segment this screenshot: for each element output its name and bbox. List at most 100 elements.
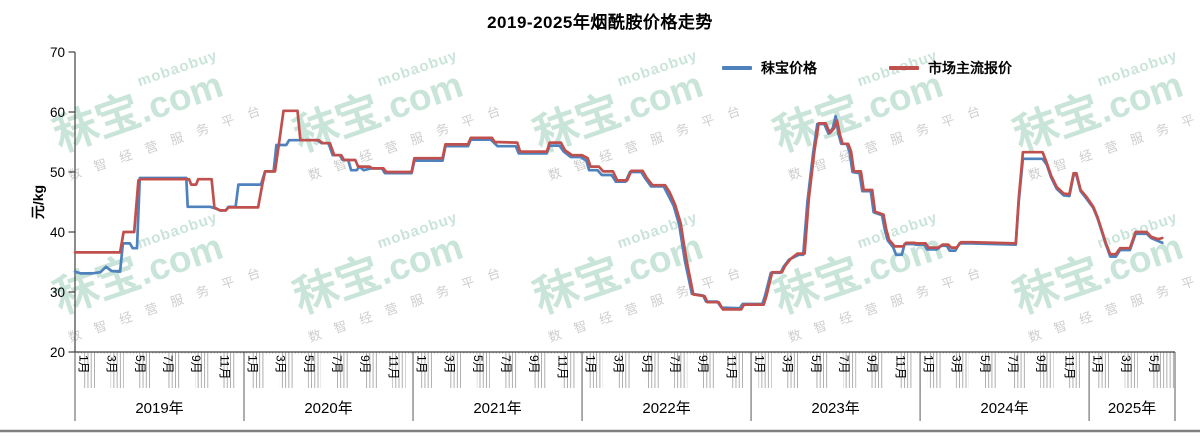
month-tick-label: 11月 bbox=[386, 355, 400, 379]
month-label-mask bbox=[1109, 353, 1125, 392]
month-tick-label: 1月 bbox=[77, 355, 91, 374]
month-label-mask bbox=[208, 353, 224, 392]
month-tick-label: 9月 bbox=[527, 355, 541, 374]
month-tick-label: 3月 bbox=[612, 355, 626, 374]
month-tick-label: 3月 bbox=[1119, 355, 1133, 374]
month-label-mask bbox=[940, 353, 956, 392]
month-label-mask bbox=[884, 353, 900, 392]
month-tick-label: 11月 bbox=[893, 355, 907, 379]
month-label: 3月 bbox=[1119, 355, 1133, 374]
month-tick-label: 9月 bbox=[696, 355, 710, 374]
month-label-mask bbox=[461, 353, 477, 392]
month-label: 3月 bbox=[950, 355, 964, 374]
month-tick-label: 5月 bbox=[302, 355, 316, 374]
year-label: 2024年 bbox=[980, 400, 1028, 417]
series-line-1 bbox=[73, 109, 1164, 311]
month-label: 1月 bbox=[1091, 355, 1105, 374]
year-label: 2020年 bbox=[304, 400, 352, 417]
year-label: 2022年 bbox=[642, 400, 690, 417]
month-label-mask bbox=[828, 353, 844, 392]
month-label-mask bbox=[602, 353, 618, 392]
month-tick-label: 1月 bbox=[584, 355, 598, 374]
month-label: 7月 bbox=[668, 355, 682, 374]
month-label: 1月 bbox=[246, 355, 260, 374]
month-label: 9月 bbox=[358, 355, 372, 374]
month-label-mask bbox=[490, 353, 506, 392]
month-tick-label: 3月 bbox=[781, 355, 795, 374]
month-label: 5月 bbox=[471, 355, 485, 374]
month-label-mask bbox=[659, 353, 675, 392]
month-label-mask bbox=[321, 353, 337, 392]
month-tick-label: 7月 bbox=[330, 355, 344, 374]
month-label: 7月 bbox=[837, 355, 851, 374]
month-label: 7月 bbox=[1006, 355, 1020, 374]
month-label: 11月 bbox=[893, 355, 907, 379]
month-tick-label: 9月 bbox=[1034, 355, 1048, 374]
y-tick-label: 20 bbox=[50, 345, 65, 360]
year-label: 2019年 bbox=[135, 400, 183, 417]
month-label: 1月 bbox=[584, 355, 598, 374]
month-tick-label: 11月 bbox=[217, 355, 231, 379]
month-label-mask bbox=[687, 353, 703, 392]
month-label-mask bbox=[1053, 353, 1069, 392]
month-label: 9月 bbox=[1034, 355, 1048, 374]
month-label: 1月 bbox=[415, 355, 429, 374]
month-tick-label: 11月 bbox=[724, 355, 738, 379]
year-label: 2023年 bbox=[811, 400, 859, 417]
month-label: 11月 bbox=[724, 355, 738, 379]
month-label-mask bbox=[518, 353, 534, 392]
month-tick-label: 1月 bbox=[922, 355, 936, 374]
month-label: 9月 bbox=[865, 355, 879, 374]
y-tick-label: 60 bbox=[50, 105, 65, 120]
month-label-mask bbox=[152, 353, 168, 392]
y-tick-label: 40 bbox=[50, 225, 65, 240]
month-label: 5月 bbox=[1147, 355, 1161, 374]
month-label: 11月 bbox=[555, 355, 569, 379]
month-label-mask bbox=[349, 353, 365, 392]
month-label-mask bbox=[377, 353, 393, 392]
month-tick-label: 7月 bbox=[837, 355, 851, 374]
month-label: 3月 bbox=[443, 355, 457, 374]
month-label: 1月 bbox=[922, 355, 936, 374]
month-label-mask bbox=[95, 353, 111, 392]
month-tick-label: 5月 bbox=[640, 355, 654, 374]
month-label: 11月 bbox=[386, 355, 400, 379]
month-label-mask bbox=[1025, 353, 1041, 392]
y-tick-label: 50 bbox=[50, 165, 65, 180]
month-tick-label: 7月 bbox=[161, 355, 175, 374]
month-tick-label: 7月 bbox=[1006, 355, 1020, 374]
month-label-mask bbox=[546, 353, 562, 392]
month-label-mask bbox=[630, 353, 646, 392]
month-label: 5月 bbox=[133, 355, 147, 374]
month-tick-label: 7月 bbox=[668, 355, 682, 374]
month-tick-label: 7月 bbox=[499, 355, 513, 374]
month-tick-label: 1月 bbox=[415, 355, 429, 374]
month-label: 3月 bbox=[274, 355, 288, 374]
month-label: 9月 bbox=[527, 355, 541, 374]
month-label-mask bbox=[180, 353, 196, 392]
month-label: 3月 bbox=[105, 355, 119, 374]
legend-label-market-quote: 市场主流报价 bbox=[928, 60, 1012, 76]
legend-item-market-quote: 市场主流报价 bbox=[889, 58, 1012, 78]
month-label-mask bbox=[123, 353, 139, 392]
month-tick-label: 11月 bbox=[1062, 355, 1076, 379]
month-tick-label: 1月 bbox=[246, 355, 260, 374]
month-label: 5月 bbox=[809, 355, 823, 374]
month-label: 9月 bbox=[189, 355, 203, 374]
month-tick-label: 5月 bbox=[1147, 355, 1161, 374]
month-label: 3月 bbox=[612, 355, 626, 374]
legend-line-blue-icon bbox=[722, 66, 752, 70]
month-label: 1月 bbox=[77, 355, 91, 374]
legend: 秣宝价格 市场主流报价 bbox=[722, 58, 1012, 78]
month-tick-label: 3月 bbox=[274, 355, 288, 374]
month-tick-label: 5月 bbox=[809, 355, 823, 374]
year-label: 2021年 bbox=[473, 400, 521, 417]
month-tick-label: 1月 bbox=[1091, 355, 1105, 374]
month-label: 5月 bbox=[640, 355, 654, 374]
month-label-mask bbox=[1137, 353, 1153, 392]
month-label-mask bbox=[771, 353, 787, 392]
month-tick-label: 11月 bbox=[555, 355, 569, 379]
month-label-mask bbox=[264, 353, 280, 392]
